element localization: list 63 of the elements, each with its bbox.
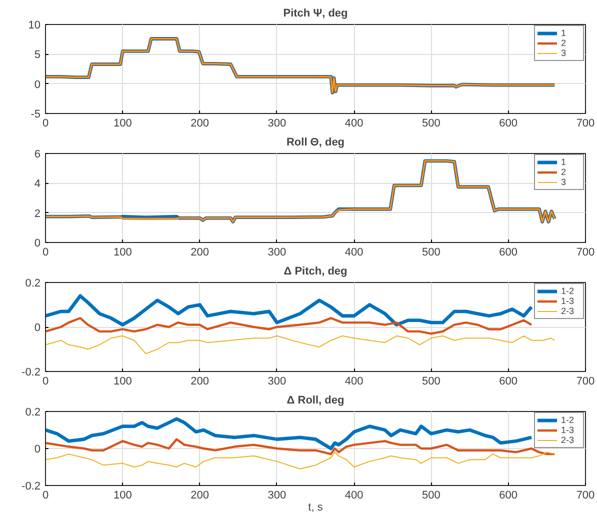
legend-label: 3 <box>561 177 568 187</box>
legend-label: 3 <box>561 48 568 58</box>
legend-label: 1-2 <box>561 286 576 296</box>
x-tick-label: 700 <box>576 246 595 258</box>
x-tick-label: 600 <box>499 376 518 388</box>
legend-label: 2-3 <box>561 435 576 445</box>
x-tick-label: 400 <box>344 376 364 388</box>
chart-title: Roll Θ, deg <box>286 136 345 148</box>
x-tick-label: 500 <box>422 376 440 388</box>
y-tick-label: -0.2 <box>22 480 41 492</box>
y-tick-label: 2 <box>34 208 41 220</box>
x-tick-label: 400 <box>344 246 364 258</box>
legend-label: 2 <box>561 38 568 48</box>
x-tick-label: 300 <box>268 246 286 258</box>
legend-label: 1-2 <box>561 415 576 425</box>
y-tick-label: 0 <box>34 444 41 456</box>
legend-label: 2 <box>561 167 568 177</box>
y-tick-label: 5 <box>34 49 41 62</box>
x-tick-label: 300 <box>268 490 286 502</box>
y-tick-label: 4 <box>34 178 41 190</box>
y-tick-label: -0.2 <box>22 366 41 378</box>
x-tick-label: 600 <box>499 246 518 258</box>
x-axis-title: t, s <box>308 502 324 514</box>
x-tick-label: 500 <box>422 246 440 258</box>
legend-label: 1-3 <box>561 425 576 435</box>
legend-label: 1 <box>561 157 568 167</box>
x-tick-label: 300 <box>268 376 286 388</box>
y-tick-label: 0 <box>34 322 41 334</box>
x-tick-label: 200 <box>190 376 209 388</box>
x-tick-label: 0 <box>42 246 49 258</box>
y-tick-label: 0.2 <box>25 406 41 418</box>
y-tick-label: 0.2 <box>25 278 41 290</box>
chart-title: Pitch Ψ, deg <box>283 8 348 20</box>
x-tick-label: 500 <box>422 118 440 130</box>
x-tick-label: 200 <box>190 490 209 502</box>
x-tick-label: 200 <box>190 246 209 258</box>
x-tick-label: 600 <box>499 490 518 502</box>
x-tick-label: 100 <box>113 118 132 130</box>
x-tick-label: 300 <box>268 118 286 130</box>
legend-label: 1-3 <box>561 296 576 306</box>
y-tick-label: 0 <box>34 238 41 250</box>
x-tick-label: 200 <box>190 118 209 130</box>
legend-label: 1 <box>561 28 568 38</box>
y-tick-label: 10 <box>28 20 41 32</box>
x-tick-label: 700 <box>576 118 595 130</box>
chart-title: Δ Pitch, deg <box>284 266 348 278</box>
y-tick-label: 0 <box>34 78 41 91</box>
y-tick-label: 6 <box>34 148 41 160</box>
x-tick-label: 100 <box>113 490 132 502</box>
x-tick-label: 0 <box>42 490 49 502</box>
x-tick-label: 600 <box>499 118 518 130</box>
x-tick-label: 100 <box>113 376 132 388</box>
x-tick-label: 700 <box>576 490 595 502</box>
y-tick-label: -5 <box>30 108 40 120</box>
chart-title: Δ Roll, deg <box>286 394 344 406</box>
x-tick-label: 0 <box>42 118 49 130</box>
legend-label: 2-3 <box>561 306 576 316</box>
x-tick-label: 500 <box>422 490 440 502</box>
x-tick-label: 400 <box>344 118 364 130</box>
x-tick-label: 100 <box>113 246 132 258</box>
x-tick-label: 400 <box>344 490 364 502</box>
x-tick-label: 700 <box>576 376 595 388</box>
x-tick-label: 0 <box>42 376 49 388</box>
